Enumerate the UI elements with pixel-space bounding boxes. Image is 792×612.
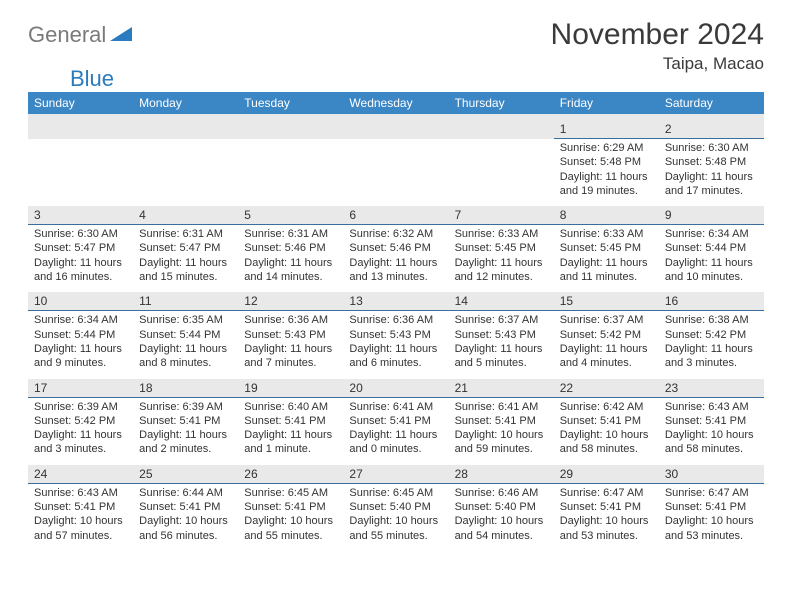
date-cell: 11 [133,292,238,311]
detail-cell: Sunrise: 6:40 AMSunset: 5:41 PMDaylight:… [238,397,343,465]
detail-row: Sunrise: 6:29 AMSunset: 5:48 PMDaylight:… [28,139,764,207]
date-row: 17181920212223 [28,379,764,398]
date-cell: 19 [238,379,343,398]
date-cell: 9 [659,206,764,225]
date-cell: 26 [238,465,343,484]
detail-cell: Sunrise: 6:47 AMSunset: 5:41 PMDaylight:… [659,483,764,551]
detail-cell: Sunrise: 6:34 AMSunset: 5:44 PMDaylight:… [659,225,764,293]
detail-cell [343,139,448,207]
detail-cell: Sunrise: 6:37 AMSunset: 5:43 PMDaylight:… [449,311,554,379]
date-cell [133,120,238,139]
date-cell [28,120,133,139]
detail-cell: Sunrise: 6:38 AMSunset: 5:42 PMDaylight:… [659,311,764,379]
date-cell: 2 [659,120,764,139]
date-cell: 25 [133,465,238,484]
location: Taipa, Macao [551,54,764,74]
date-cell: 6 [343,206,448,225]
date-cell: 21 [449,379,554,398]
detail-cell [133,139,238,207]
detail-cell: Sunrise: 6:37 AMSunset: 5:42 PMDaylight:… [554,311,659,379]
detail-cell: Sunrise: 6:41 AMSunset: 5:41 PMDaylight:… [449,397,554,465]
detail-cell: Sunrise: 6:45 AMSunset: 5:41 PMDaylight:… [238,483,343,551]
date-cell: 7 [449,206,554,225]
header: General November 2024 Taipa, Macao [28,18,764,74]
date-cell: 16 [659,292,764,311]
day-header: Wednesday [343,92,448,114]
detail-cell: Sunrise: 6:36 AMSunset: 5:43 PMDaylight:… [343,311,448,379]
day-header-row: Sunday Monday Tuesday Wednesday Thursday… [28,92,764,114]
day-header: Saturday [659,92,764,114]
day-header: Tuesday [238,92,343,114]
detail-cell: Sunrise: 6:44 AMSunset: 5:41 PMDaylight:… [133,483,238,551]
detail-cell: Sunrise: 6:47 AMSunset: 5:41 PMDaylight:… [554,483,659,551]
date-cell: 17 [28,379,133,398]
day-header: Thursday [449,92,554,114]
logo-triangle-icon [110,25,132,46]
detail-cell: Sunrise: 6:46 AMSunset: 5:40 PMDaylight:… [449,483,554,551]
date-cell: 15 [554,292,659,311]
date-cell: 12 [238,292,343,311]
detail-cell: Sunrise: 6:43 AMSunset: 5:41 PMDaylight:… [28,483,133,551]
month-title: November 2024 [551,18,764,52]
date-cell: 4 [133,206,238,225]
detail-row: Sunrise: 6:39 AMSunset: 5:42 PMDaylight:… [28,397,764,465]
logo: General [28,18,134,48]
detail-cell: Sunrise: 6:29 AMSunset: 5:48 PMDaylight:… [554,139,659,207]
detail-row: Sunrise: 6:43 AMSunset: 5:41 PMDaylight:… [28,483,764,551]
date-cell: 1 [554,120,659,139]
detail-cell: Sunrise: 6:31 AMSunset: 5:47 PMDaylight:… [133,225,238,293]
date-cell: 13 [343,292,448,311]
detail-cell: Sunrise: 6:30 AMSunset: 5:48 PMDaylight:… [659,139,764,207]
detail-row: Sunrise: 6:34 AMSunset: 5:44 PMDaylight:… [28,311,764,379]
date-cell [449,120,554,139]
detail-cell [28,139,133,207]
detail-cell: Sunrise: 6:41 AMSunset: 5:41 PMDaylight:… [343,397,448,465]
detail-cell: Sunrise: 6:39 AMSunset: 5:41 PMDaylight:… [133,397,238,465]
detail-cell: Sunrise: 6:43 AMSunset: 5:41 PMDaylight:… [659,397,764,465]
detail-cell: Sunrise: 6:33 AMSunset: 5:45 PMDaylight:… [449,225,554,293]
detail-cell: Sunrise: 6:31 AMSunset: 5:46 PMDaylight:… [238,225,343,293]
date-cell: 5 [238,206,343,225]
date-cell: 14 [449,292,554,311]
detail-cell: Sunrise: 6:42 AMSunset: 5:41 PMDaylight:… [554,397,659,465]
date-cell: 3 [28,206,133,225]
date-cell: 20 [343,379,448,398]
detail-cell: Sunrise: 6:32 AMSunset: 5:46 PMDaylight:… [343,225,448,293]
date-cell: 27 [343,465,448,484]
date-cell: 8 [554,206,659,225]
date-cell: 29 [554,465,659,484]
calendar-table: Sunday Monday Tuesday Wednesday Thursday… [28,92,764,120]
detail-cell: Sunrise: 6:45 AMSunset: 5:40 PMDaylight:… [343,483,448,551]
detail-row: Sunrise: 6:30 AMSunset: 5:47 PMDaylight:… [28,225,764,293]
calendar-body: 12 Sunrise: 6:29 AMSunset: 5:48 PMDaylig… [28,120,764,551]
detail-cell: Sunrise: 6:30 AMSunset: 5:47 PMDaylight:… [28,225,133,293]
date-cell: 30 [659,465,764,484]
date-cell [343,120,448,139]
date-row: 12 [28,120,764,139]
detail-cell: Sunrise: 6:39 AMSunset: 5:42 PMDaylight:… [28,397,133,465]
logo-text-blue: Blue [70,66,114,92]
date-row: 3456789 [28,206,764,225]
day-header: Sunday [28,92,133,114]
detail-cell: Sunrise: 6:33 AMSunset: 5:45 PMDaylight:… [554,225,659,293]
date-cell: 23 [659,379,764,398]
date-cell: 10 [28,292,133,311]
date-cell: 28 [449,465,554,484]
day-header: Friday [554,92,659,114]
logo-text-general: General [28,22,106,48]
date-cell: 22 [554,379,659,398]
date-row: 24252627282930 [28,465,764,484]
date-cell: 18 [133,379,238,398]
date-row: 10111213141516 [28,292,764,311]
title-block: November 2024 Taipa, Macao [551,18,764,74]
detail-cell [238,139,343,207]
date-cell [238,120,343,139]
detail-cell: Sunrise: 6:34 AMSunset: 5:44 PMDaylight:… [28,311,133,379]
detail-cell [449,139,554,207]
detail-cell: Sunrise: 6:35 AMSunset: 5:44 PMDaylight:… [133,311,238,379]
day-header: Monday [133,92,238,114]
date-cell: 24 [28,465,133,484]
detail-cell: Sunrise: 6:36 AMSunset: 5:43 PMDaylight:… [238,311,343,379]
